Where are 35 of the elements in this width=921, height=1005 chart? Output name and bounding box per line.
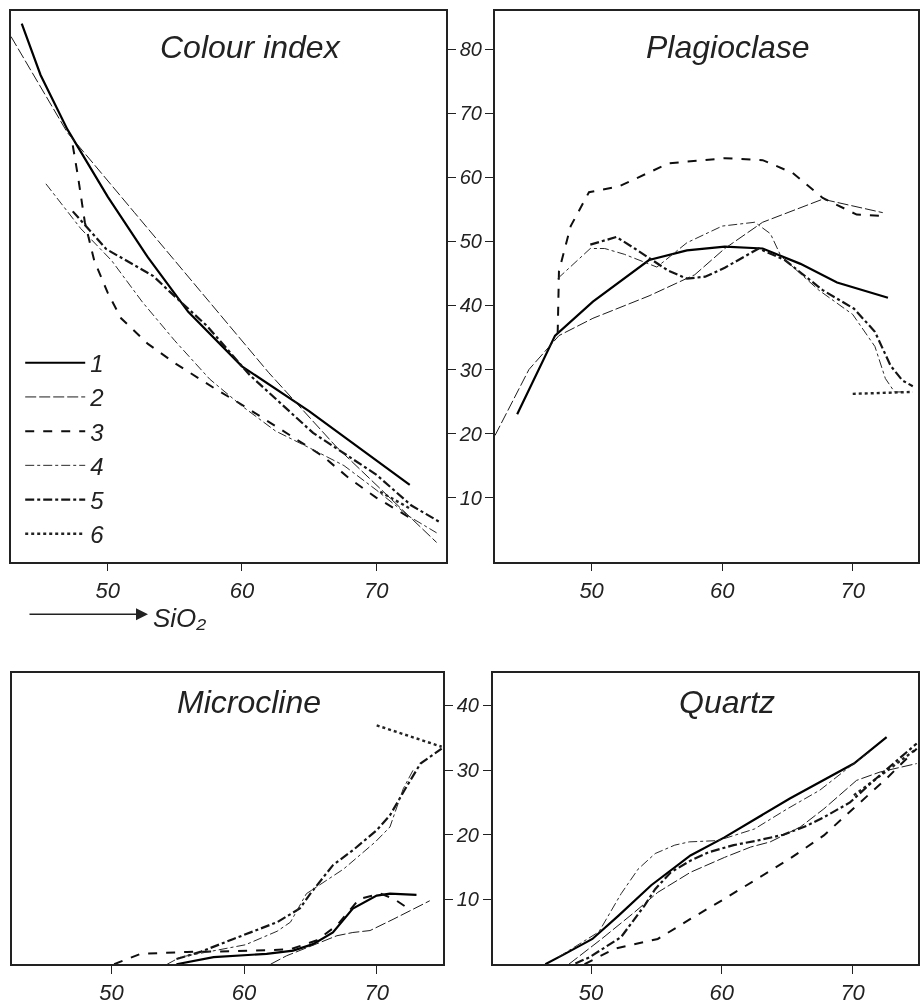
x-tick-label: 60 xyxy=(229,577,255,603)
y-tick-label: 40 xyxy=(459,294,482,317)
text: Colour index xyxy=(160,29,341,65)
x-tick-label: 50 xyxy=(95,577,121,603)
y-tick-label: 10 xyxy=(459,486,482,509)
y-tick-label: 70 xyxy=(459,102,482,125)
x-axis-title: SiO₂ xyxy=(153,603,207,633)
x-tick-label: 60 xyxy=(231,980,258,1005)
y-tick-label: 30 xyxy=(456,759,479,782)
y-tick-label: 10 xyxy=(456,888,479,911)
legend-label: 6 xyxy=(90,521,105,549)
y-tick-label: 60 xyxy=(459,166,482,189)
x-tick-label: 50 xyxy=(99,980,125,1005)
y-tick-label: 40 xyxy=(456,694,479,717)
x-tick-label: 50 xyxy=(579,577,605,603)
x-tick-label: 50 xyxy=(578,980,605,1005)
x-tick-label: 70 xyxy=(363,577,390,603)
y-tick-label: 20 xyxy=(458,422,482,445)
legend-label: 2 xyxy=(89,384,104,412)
legend-label: 1 xyxy=(90,350,104,378)
x-tick-label: 70 xyxy=(364,980,390,1005)
legend-label: 3 xyxy=(90,418,105,446)
chart-title: Microcline xyxy=(177,684,322,720)
x-tick-label: 70 xyxy=(840,577,866,603)
x-tick-label: 60 xyxy=(709,577,736,603)
text: Plagioclase xyxy=(646,29,810,65)
y-tick-label: 50 xyxy=(459,230,482,253)
y-tick-label: 80 xyxy=(459,38,482,61)
y-tick-label: 20 xyxy=(455,823,479,846)
x-tick-label: 60 xyxy=(709,980,735,1005)
legend-label: 5 xyxy=(90,486,105,514)
y-tick-label: 30 xyxy=(459,358,482,381)
x-tick-label: 70 xyxy=(840,980,866,1005)
chart-title: Quartz xyxy=(679,684,776,720)
legend-label: 4 xyxy=(90,452,104,480)
